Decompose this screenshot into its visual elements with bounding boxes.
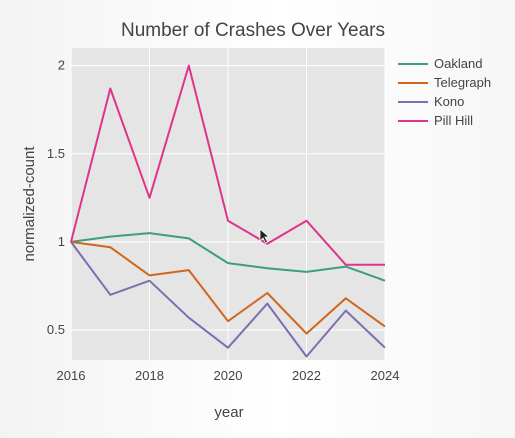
y-tick-label: 0.5 [47,322,65,337]
y-axis-title: normalized-count [21,146,38,262]
y-tick-label: 2 [58,58,65,73]
y-tick-label: 1 [58,234,65,249]
mouse-cursor-icon [259,228,271,244]
grid [70,48,386,360]
legend-label-oakland: Oakland [434,56,482,71]
series-lines [70,64,386,358]
legend: Oakland Telegraph Kono Pill Hill [398,56,491,128]
x-tick-label: 2016 [57,368,86,383]
series-line-oakland [70,232,386,282]
legend-label-kono: Kono [434,94,464,109]
legend-label-pill-hill: Pill Hill [434,113,473,128]
series-line-pill-hill [70,64,385,266]
x-tick-label: 2020 [214,368,243,383]
x-axis-ticks: 2016 2018 2020 2022 2024 [57,368,400,383]
y-axis-ticks: 0.5 1 1.5 2 [47,58,65,337]
x-tick-label: 2018 [135,368,164,383]
series-line-telegraph [70,240,386,335]
chart-title: Number of Crashes Over Years [121,20,385,41]
x-tick-label: 2022 [292,368,321,383]
x-tick-label: 2024 [371,368,400,383]
series-line-kono [70,241,386,358]
y-tick-label: 1.5 [47,146,65,161]
legend-label-telegraph: Telegraph [434,75,491,90]
x-axis-title: year [214,404,243,421]
